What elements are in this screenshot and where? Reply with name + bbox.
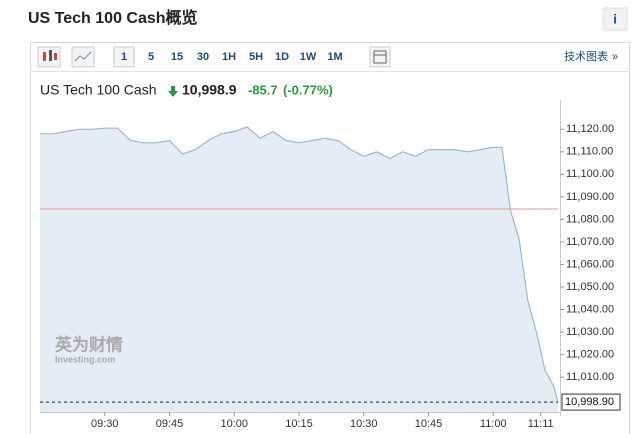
interval-button[interactable]: 1W (300, 51, 317, 63)
chevron: » (612, 51, 618, 63)
interval-button[interactable]: 1D (275, 51, 289, 63)
tech-chart-link[interactable]: 技术图表 (564, 49, 608, 63)
panel (30, 42, 630, 434)
price: 10,998.9 (182, 82, 237, 98)
interval-button[interactable]: 5 (148, 51, 154, 63)
interval-button[interactable]: 5H (249, 51, 263, 63)
last-price-label: 10,998.90 (565, 396, 614, 408)
y-tick-label: 11,100.00 (566, 168, 614, 180)
interval-button[interactable]: 30 (197, 51, 209, 63)
x-tick-label: 09:30 (91, 418, 119, 430)
info-label[interactable]: i (613, 11, 617, 26)
title: US Tech 100 Cash概览 (28, 8, 198, 27)
x-tick-label: 10:15 (285, 418, 313, 430)
watermark-cn: 英为财情 (55, 334, 123, 354)
x-tick-label: 10:00 (220, 418, 248, 430)
y-tick-label: 11,120.00 (566, 123, 614, 135)
change-pct: (-0.77%) (283, 82, 333, 97)
candle-icon[interactable] (37, 46, 61, 68)
last-price-box (561, 393, 621, 411)
instrument-name: US Tech 100 Cash (40, 82, 156, 98)
y-tick-label: 11,070.00 (566, 236, 614, 248)
interval-button[interactable]: 1M (327, 51, 342, 63)
y-tick-label: 11,060.00 (566, 258, 614, 270)
down-arrow (168, 86, 178, 97)
settings-icon[interactable] (369, 46, 391, 68)
y-tick-label: 11,050.00 (566, 281, 614, 293)
x-tick-label: 10:45 (415, 418, 443, 430)
y-tick-label: 11,020.00 (566, 348, 614, 360)
y-tick-label: 11,090.00 (566, 191, 614, 203)
info-button[interactable] (602, 7, 628, 31)
interval-selected (113, 46, 135, 68)
y-tick-label: 11,080.00 (566, 213, 614, 225)
x-tick-label: 09:45 (156, 418, 184, 430)
line-icon[interactable] (71, 46, 95, 68)
area (40, 127, 558, 412)
line (40, 126, 559, 403)
change: -85.7 (248, 82, 278, 97)
interval-button[interactable]: 15 (171, 51, 183, 63)
y-tick-label: 11,010.00 (566, 371, 614, 383)
interval-button[interactable]: 1 (121, 51, 127, 63)
y-tick-label: 11,040.00 (566, 303, 614, 315)
x-tick-label: 11:11 (528, 418, 554, 430)
x-tick-label: 11:00 (480, 418, 507, 430)
watermark-en: Investing.com (55, 354, 116, 364)
x-tick-label: 10:30 (350, 418, 378, 430)
interval-button[interactable]: 1H (222, 51, 236, 63)
y-tick-label: 11,110.00 (566, 146, 613, 158)
y-tick-label: 11,030.00 (566, 326, 614, 338)
